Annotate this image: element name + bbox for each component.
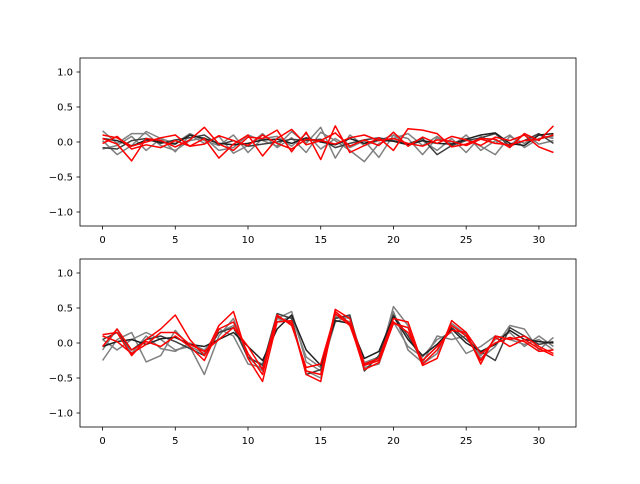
series-line-5-panel-1 — [102, 310, 554, 383]
y-tick-label: 0.0 — [57, 339, 73, 350]
x-tick-label: 25 — [460, 436, 473, 447]
y-tick-label: −1.0 — [49, 409, 73, 420]
x-tick-label: 30 — [533, 436, 546, 447]
y-tick-label: 0.5 — [57, 103, 73, 114]
y-tick-label: 1.0 — [57, 68, 73, 79]
series-line-6-panel-1 — [101, 308, 554, 376]
x-tick-label: 20 — [387, 436, 400, 447]
bottom-subplot: 0 5 10 15 20 25 30 −1.0 −0.5 0.0 0.5 1.0 — [49, 258, 577, 447]
x-tick-label: 0 — [99, 436, 105, 447]
x-tick-label: 20 — [387, 235, 400, 246]
y-tick-label: 1.0 — [57, 269, 73, 280]
y-tick-label: −1.0 — [49, 208, 73, 219]
x-tick-label: 5 — [172, 235, 178, 246]
series-line-7-panel-0 — [102, 134, 554, 150]
x-tick-label: 0 — [99, 235, 105, 246]
series-line-6-panel-0 — [102, 128, 554, 159]
y-tick-label: −0.5 — [49, 173, 73, 184]
x-tick-label: 15 — [314, 235, 327, 246]
x-tick-label: 30 — [533, 235, 546, 246]
x-tick-label: 15 — [314, 436, 327, 447]
x-tick-label: 25 — [460, 235, 473, 246]
y-tick-label: 0.0 — [57, 138, 73, 149]
x-tick-label: 5 — [172, 436, 178, 447]
series-line-7-panel-1 — [102, 312, 554, 371]
top-subplot: 0 5 10 15 20 25 30 −1.0 −0.5 0.0 0.5 1.0 — [49, 57, 577, 246]
x-tick-label: 10 — [242, 235, 255, 246]
y-tick-label: 0.5 — [57, 304, 73, 315]
y-tick-label: −0.5 — [49, 374, 73, 385]
x-tick-label: 10 — [242, 436, 255, 447]
